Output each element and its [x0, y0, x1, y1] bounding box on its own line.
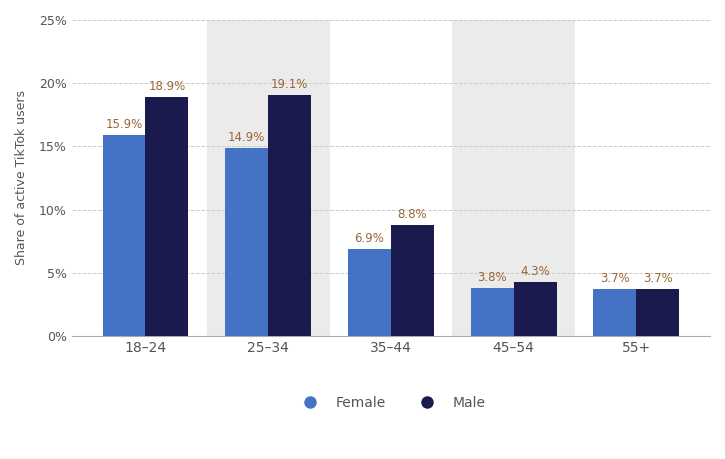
- Bar: [207, 20, 330, 336]
- Y-axis label: Share of active TikTok users: Share of active TikTok users: [15, 90, 28, 265]
- Text: 3.7%: 3.7%: [600, 273, 630, 285]
- Text: 4.3%: 4.3%: [521, 265, 550, 278]
- Text: 6.9%: 6.9%: [355, 232, 384, 245]
- Bar: [513, 282, 557, 336]
- Bar: [348, 249, 391, 336]
- Text: 8.8%: 8.8%: [397, 208, 427, 221]
- Text: 14.9%: 14.9%: [228, 131, 265, 144]
- Text: 3.7%: 3.7%: [643, 273, 673, 285]
- Bar: [268, 95, 311, 336]
- Bar: [452, 20, 575, 336]
- Bar: [471, 288, 513, 336]
- Text: 3.8%: 3.8%: [477, 271, 507, 284]
- Bar: [594, 289, 637, 336]
- Text: 18.9%: 18.9%: [149, 80, 186, 93]
- Text: 19.1%: 19.1%: [271, 78, 308, 91]
- Bar: [146, 97, 189, 336]
- Bar: [637, 289, 679, 336]
- Bar: [225, 148, 268, 336]
- Bar: [102, 135, 146, 336]
- Bar: [391, 225, 434, 336]
- Legend: Female, Male: Female, Male: [291, 390, 491, 415]
- Text: 15.9%: 15.9%: [105, 118, 143, 131]
